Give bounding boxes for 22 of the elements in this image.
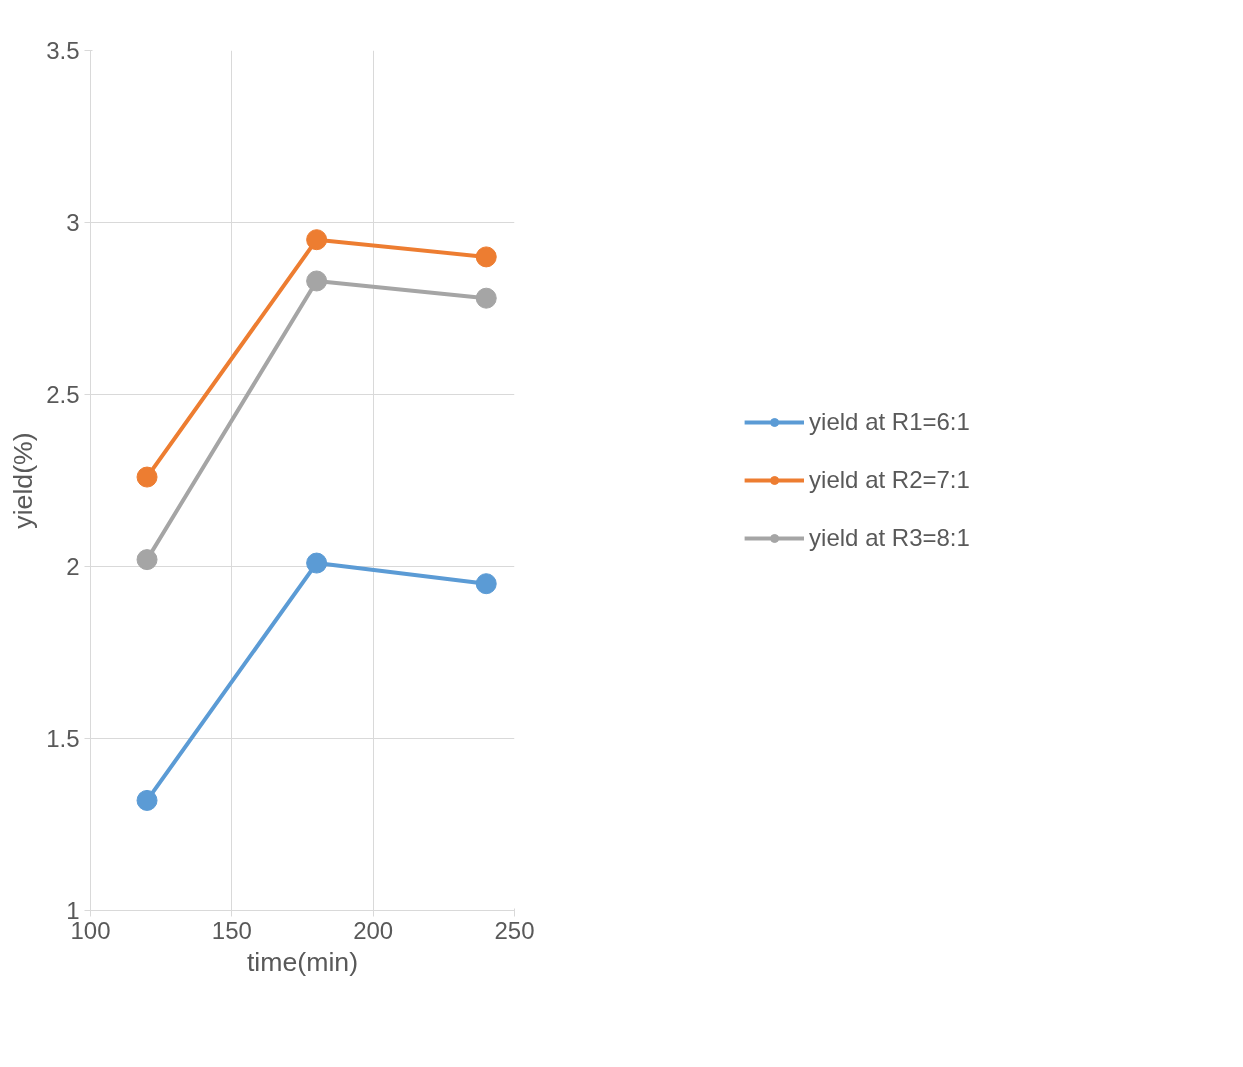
x-tick-label: 250 [494, 916, 535, 944]
y-tick-label: 3.5 [46, 37, 80, 64]
y-tick-label: 1.5 [46, 725, 80, 752]
x-axis-title: time(min) [246, 946, 359, 977]
point [306, 229, 328, 251]
point [306, 552, 328, 574]
legend-label: yield at R1=6:1 [809, 408, 970, 436]
legend-label: yield at R3=8:1 [809, 524, 970, 552]
legend-label: yield at R2=7:1 [809, 466, 970, 494]
y-tick-label: 3 [66, 209, 80, 236]
y-tick-label: 2 [66, 553, 80, 580]
point [136, 466, 158, 488]
x-tick-label: 200 [353, 916, 394, 944]
point [475, 573, 497, 595]
point [475, 287, 497, 309]
point [475, 246, 497, 268]
point [136, 549, 158, 571]
point [306, 270, 328, 292]
point [136, 789, 158, 811]
x-tick-label: 150 [211, 916, 252, 944]
y-axis-title: yield(%) [8, 432, 39, 529]
y-tick-label: 2.5 [46, 381, 80, 408]
